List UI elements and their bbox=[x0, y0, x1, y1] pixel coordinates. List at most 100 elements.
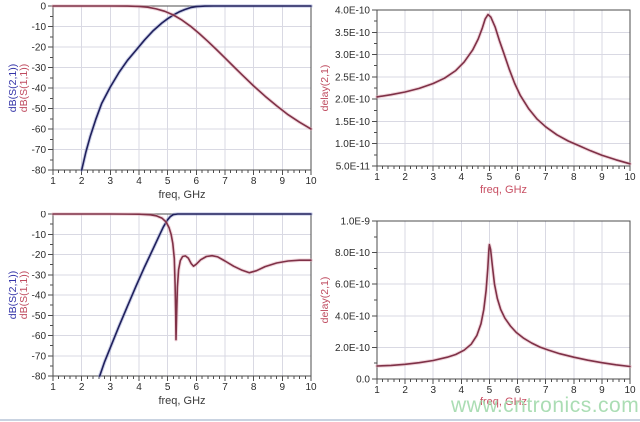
series-delay-2-1- bbox=[375, 242, 632, 369]
x-tick-labels: 1 2 3 4 5 6 7 8 9 10 bbox=[374, 172, 636, 183]
y-axis-name: delay(2,1) bbox=[320, 65, 331, 112]
axis-ticks bbox=[372, 220, 631, 384]
x-axis-label: freq, GHz bbox=[158, 395, 205, 407]
svg-text:4.0E-10: 4.0E-10 bbox=[335, 6, 370, 17]
series-db-s-2-1- bbox=[97, 212, 313, 378]
x-tick-labels: 1 2 3 4 5 6 7 8 9 10 bbox=[374, 385, 636, 396]
svg-text:-70: -70 bbox=[32, 351, 47, 362]
x-axis-label: freq, GHz bbox=[480, 396, 527, 408]
svg-text:1.0E-10: 1.0E-10 bbox=[335, 139, 370, 150]
svg-text:2.0E-10: 2.0E-10 bbox=[335, 343, 370, 354]
svg-text:5: 5 bbox=[487, 172, 493, 183]
grid bbox=[52, 5, 312, 171]
svg-text:-20: -20 bbox=[32, 43, 47, 54]
svg-text:5.0E-11: 5.0E-11 bbox=[336, 162, 371, 173]
y-axis-name: dB(S(2,1)) bbox=[7, 64, 19, 112]
svg-text:0.0: 0.0 bbox=[356, 375, 370, 386]
svg-text:1.5E-10: 1.5E-10 bbox=[335, 117, 370, 128]
x-tick-labels: 1 2 3 4 5 6 7 8 9 10 bbox=[50, 382, 317, 393]
svg-text:4: 4 bbox=[459, 385, 465, 396]
svg-text:-20: -20 bbox=[32, 250, 47, 261]
series-delay-2-1- bbox=[375, 12, 632, 166]
svg-text:2: 2 bbox=[79, 176, 85, 187]
svg-text:4.0E-10: 4.0E-10 bbox=[335, 311, 370, 322]
svg-text:8: 8 bbox=[571, 172, 577, 183]
chart-top-right-delay: 1 2 3 4 5 6 7 8 9 10 4.0E-10 3.5E-10 3.0E-10 2.5E-10 2… bbox=[320, 6, 636, 197]
svg-text:0: 0 bbox=[40, 211, 46, 221]
svg-text:8: 8 bbox=[251, 382, 257, 393]
svg-text:10: 10 bbox=[624, 385, 636, 396]
svg-text:9: 9 bbox=[599, 385, 605, 396]
svg-text:4: 4 bbox=[459, 172, 465, 183]
series-db-s-2-1- bbox=[79, 4, 313, 172]
axis-ticks bbox=[48, 5, 312, 175]
svg-text:-60: -60 bbox=[32, 331, 47, 342]
svg-text:10: 10 bbox=[305, 382, 317, 393]
svg-text:2.0E-10: 2.0E-10 bbox=[335, 95, 370, 106]
y-tick-labels: 4.0E-10 3.5E-10 3.0E-10 2.5E-10 2.0E-10 1.5E-… bbox=[335, 6, 370, 173]
svg-text:10: 10 bbox=[624, 172, 636, 183]
svg-text:3: 3 bbox=[108, 382, 114, 393]
svg-text:7: 7 bbox=[222, 382, 228, 393]
svg-text:7: 7 bbox=[543, 172, 549, 183]
svg-text:9: 9 bbox=[280, 382, 286, 393]
plot-border bbox=[376, 220, 631, 380]
svg-text:-30: -30 bbox=[32, 270, 47, 281]
svg-text:9: 9 bbox=[280, 176, 286, 187]
svg-text:6: 6 bbox=[194, 382, 200, 393]
svg-text:-40: -40 bbox=[32, 291, 47, 302]
svg-text:6: 6 bbox=[515, 385, 521, 396]
x-axis-label: freq, GHz bbox=[480, 184, 527, 196]
svg-text:3: 3 bbox=[430, 172, 436, 183]
axis-ticks bbox=[372, 9, 631, 171]
svg-text:4: 4 bbox=[136, 176, 142, 187]
svg-text:6: 6 bbox=[515, 172, 521, 183]
x-tick-labels: 1 2 3 4 5 6 7 8 9 10 bbox=[50, 176, 317, 187]
y-tick-labels: 0 -10 -20 -30 -40 -50 -60 -70 -80 bbox=[32, 2, 47, 177]
y-tick-labels: 0 -10 -20 -30 -40 -50 -60 -70 -80 bbox=[32, 211, 47, 383]
y-tick-labels: 1.0E-9 8.0E-10 6.0E-10 4.0E-10 2.0E-10 0.0 bbox=[335, 217, 370, 386]
svg-text:1.0E-9: 1.0E-9 bbox=[341, 217, 371, 228]
svg-text:6: 6 bbox=[194, 176, 200, 187]
svg-text:8: 8 bbox=[251, 176, 257, 187]
axis-ticks bbox=[48, 213, 312, 381]
svg-text:0: 0 bbox=[40, 2, 46, 13]
series-db-s-1-1- bbox=[51, 4, 313, 131]
svg-text:3: 3 bbox=[108, 176, 114, 187]
svg-text:-40: -40 bbox=[32, 84, 47, 95]
svg-text:7: 7 bbox=[543, 385, 549, 396]
svg-text:3.0E-10: 3.0E-10 bbox=[335, 50, 370, 61]
grid bbox=[52, 213, 312, 377]
svg-text:10: 10 bbox=[305, 176, 317, 187]
svg-text:8: 8 bbox=[571, 385, 577, 396]
bottom-border-line bbox=[0, 419, 640, 421]
svg-text:3: 3 bbox=[430, 385, 436, 396]
svg-text:1: 1 bbox=[50, 176, 56, 187]
svg-text:8.0E-10: 8.0E-10 bbox=[335, 248, 370, 259]
svg-text:-50: -50 bbox=[32, 104, 47, 115]
svg-text:2.5E-10: 2.5E-10 bbox=[335, 72, 370, 83]
svg-text:1: 1 bbox=[50, 382, 56, 393]
watermark: www.cntronics.com bbox=[451, 394, 640, 417]
svg-text:2: 2 bbox=[79, 382, 85, 393]
svg-text:7: 7 bbox=[222, 176, 228, 187]
y-axis-name: delay(2,1) bbox=[320, 277, 331, 324]
chart-top-left-sparams: 1 2 3 4 5 6 7 8 9 10 0 -10 -20 -30 -40 -50 -60 -70 -80 freq… bbox=[7, 2, 317, 202]
svg-text:2: 2 bbox=[402, 172, 408, 183]
chart-bottom-right-delay: 1 2 3 4 5 6 7 8 9 10 1.0E-9 8.0E-10 6.0E-10 4.0E-10 2.… bbox=[320, 217, 636, 409]
svg-text:6.0E-10: 6.0E-10 bbox=[335, 280, 370, 291]
grid bbox=[376, 220, 631, 380]
y-axis-name: dB(S(1,1)) bbox=[18, 271, 30, 319]
svg-text:1: 1 bbox=[374, 172, 380, 183]
x-axis-label: freq, GHz bbox=[158, 189, 205, 201]
svg-text:-60: -60 bbox=[32, 125, 47, 136]
svg-text:5: 5 bbox=[487, 385, 493, 396]
chart-bottom-left-sparams: 1 2 3 4 5 6 7 8 9 10 0 -10 -20 -30 -40 -50 -60 -70 -80 freq… bbox=[7, 211, 317, 407]
svg-text:9: 9 bbox=[599, 172, 605, 183]
y-axis-name: dB(S(1,1)) bbox=[18, 64, 30, 112]
svg-text:5: 5 bbox=[165, 176, 171, 187]
svg-text:-70: -70 bbox=[32, 145, 47, 156]
svg-text:-10: -10 bbox=[32, 22, 47, 33]
svg-text:-30: -30 bbox=[32, 63, 47, 74]
